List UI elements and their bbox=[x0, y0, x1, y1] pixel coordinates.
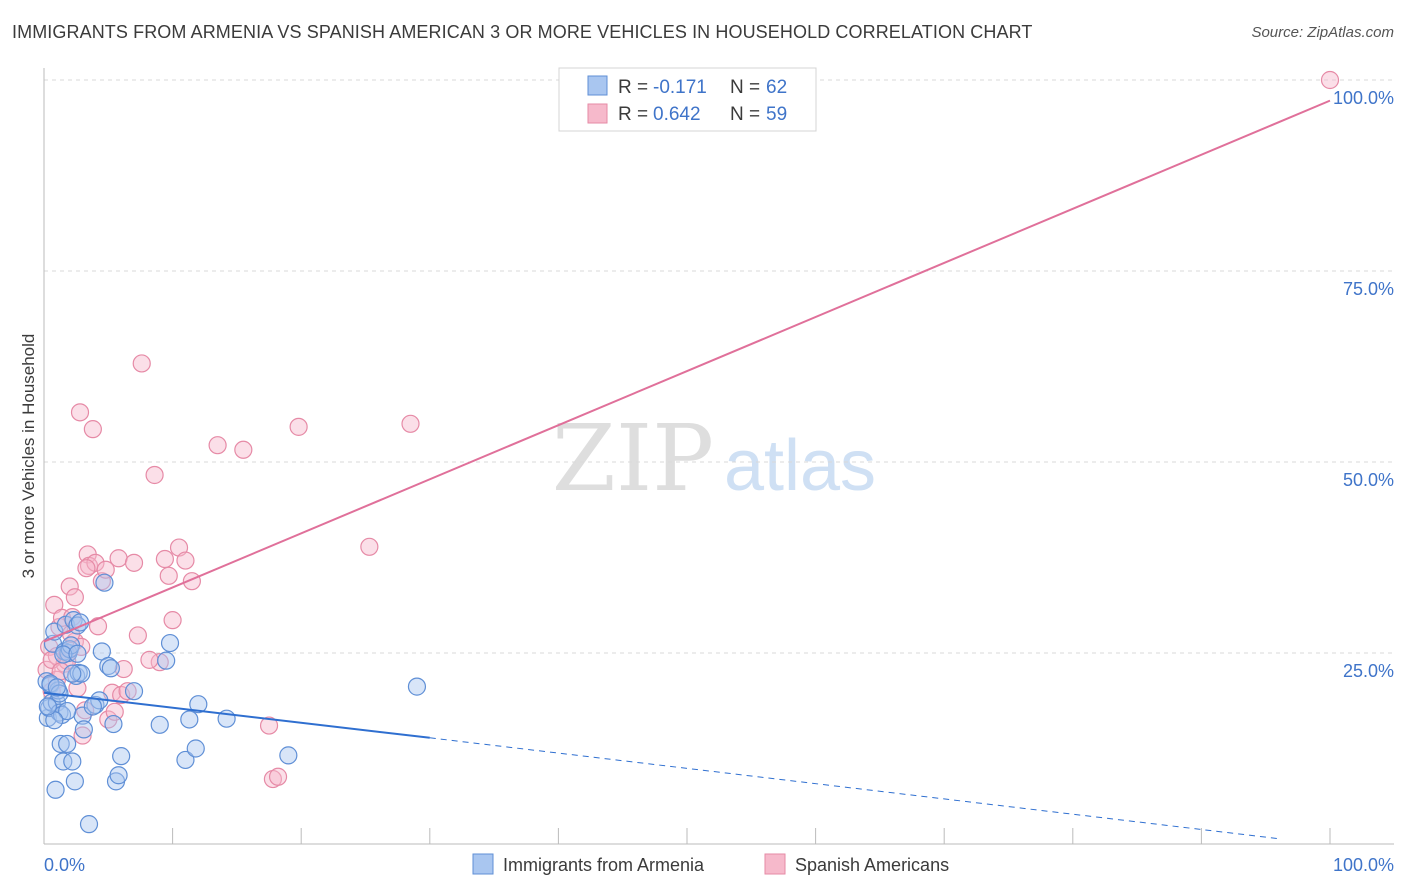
source-label: Source: ZipAtlas.com bbox=[1251, 24, 1394, 41]
spanish-point bbox=[259, 716, 279, 735]
legend-r-label-armenia: R = bbox=[618, 77, 648, 98]
spanish-point bbox=[128, 626, 147, 645]
y-tick-label: 100.0% bbox=[1333, 88, 1394, 108]
armenia-point bbox=[79, 815, 99, 834]
spanish-point bbox=[83, 420, 102, 439]
spanish-point bbox=[77, 559, 96, 578]
y-axis-title: 3 or more Vehicles in Household bbox=[19, 334, 38, 579]
spanish-point bbox=[176, 551, 195, 570]
armenia-point bbox=[407, 677, 427, 696]
watermark-zip: ZIP bbox=[552, 405, 714, 512]
spanish-point bbox=[145, 465, 164, 485]
watermark-atlas: atlas bbox=[724, 426, 876, 506]
armenia-point bbox=[46, 780, 65, 799]
bottom-legend-label-spanish: Spanish Americans bbox=[795, 855, 949, 875]
legend-r-value-spanish: 0.642 bbox=[653, 104, 701, 125]
x-axis-ticks bbox=[43, 828, 1331, 844]
x-tick-label: 100.0% bbox=[1333, 855, 1394, 875]
bottom-legend-label-armenia: Immigrants from Armenia bbox=[503, 855, 705, 875]
armenia-point bbox=[160, 633, 180, 653]
armenia-point bbox=[38, 697, 57, 716]
armenia-point bbox=[74, 720, 93, 739]
armenia-point bbox=[180, 710, 199, 729]
armenia-point bbox=[63, 664, 82, 683]
armenia-point bbox=[189, 695, 208, 714]
spanish-point bbox=[114, 659, 133, 679]
armenia-point bbox=[186, 739, 205, 758]
spanish-point bbox=[96, 560, 115, 579]
series-armenia-points bbox=[37, 573, 427, 834]
spanish-point bbox=[132, 354, 151, 373]
stats-legend: R = -0.171 N = 62 R = 0.642 N = 59 bbox=[558, 67, 817, 132]
armenia-point bbox=[47, 678, 66, 697]
legend-r-label-spanish: R = bbox=[618, 104, 648, 125]
armenia-point bbox=[101, 659, 120, 678]
legend-n-label-armenia: N = bbox=[730, 77, 760, 98]
spanish-point bbox=[65, 588, 84, 607]
bottom-legend-swatch-spanish bbox=[764, 853, 786, 875]
armenia-point bbox=[63, 752, 82, 771]
spanish-point bbox=[60, 577, 79, 596]
legend-r-value-armenia: -0.171 bbox=[653, 77, 707, 98]
armenia-point bbox=[279, 746, 298, 765]
spanish-point bbox=[1320, 70, 1340, 90]
legend-swatch-spanish bbox=[587, 103, 608, 124]
series-legend: Immigrants from Armenia Spanish American… bbox=[472, 853, 949, 875]
armenia-point bbox=[157, 651, 176, 670]
legend-n-value-spanish: 59 bbox=[766, 104, 787, 125]
spanish-point bbox=[360, 537, 379, 556]
spanish-point bbox=[401, 414, 420, 433]
gridlines bbox=[44, 79, 1394, 654]
trend-lines bbox=[43, 99, 1331, 840]
armenia-point bbox=[99, 656, 118, 676]
y-tick-labels: 25.0% 50.0% 75.0% 100.0% bbox=[1333, 88, 1394, 681]
spanish-point bbox=[155, 549, 174, 569]
spanish-point bbox=[140, 650, 159, 669]
armenia-point bbox=[109, 766, 128, 785]
y-tick-label: 25.0% bbox=[1343, 661, 1394, 681]
armenia-point bbox=[176, 750, 195, 770]
spanish-point bbox=[163, 611, 182, 630]
armenia-point bbox=[95, 573, 114, 592]
spanish-point bbox=[208, 436, 227, 455]
armenia-point bbox=[65, 772, 84, 791]
spanish-point bbox=[234, 440, 253, 459]
spanish-point bbox=[124, 553, 144, 572]
legend-n-label-spanish: N = bbox=[730, 104, 760, 125]
armenia-point bbox=[68, 644, 87, 663]
y-tick-label: 50.0% bbox=[1343, 470, 1394, 490]
legend-n-value-armenia: 62 bbox=[766, 77, 787, 98]
armenia-trend-line bbox=[43, 691, 430, 739]
chart-title: IMMIGRANTS FROM ARMENIA VS SPANISH AMERI… bbox=[12, 22, 1033, 42]
spanish-point bbox=[289, 417, 308, 436]
x-tick-labels: 0.0% 100.0% bbox=[44, 855, 1394, 875]
spanish-point bbox=[159, 566, 178, 585]
bottom-legend-swatch-armenia bbox=[472, 853, 494, 875]
x-tick-label: 0.0% bbox=[44, 855, 85, 875]
armenia-point bbox=[112, 747, 131, 766]
spanish-point bbox=[70, 403, 90, 422]
armenia-point bbox=[83, 697, 102, 716]
armenia-point bbox=[54, 645, 73, 664]
armenia-point bbox=[124, 682, 144, 701]
armenia-point bbox=[58, 734, 77, 754]
spanish-point bbox=[118, 682, 137, 701]
armenia-trend-extension bbox=[429, 737, 1279, 840]
armenia-point bbox=[104, 714, 123, 734]
armenia-point bbox=[150, 715, 169, 734]
legend-swatch-armenia bbox=[587, 75, 608, 96]
armenia-point bbox=[51, 734, 70, 754]
spanish-point bbox=[268, 767, 288, 786]
armenia-point bbox=[58, 701, 77, 721]
spanish-point bbox=[86, 553, 105, 572]
spanish-trend-line bbox=[43, 99, 1331, 643]
spanish-point bbox=[73, 726, 92, 745]
y-tick-label: 75.0% bbox=[1343, 279, 1394, 299]
series-spanish-points bbox=[37, 70, 1340, 789]
